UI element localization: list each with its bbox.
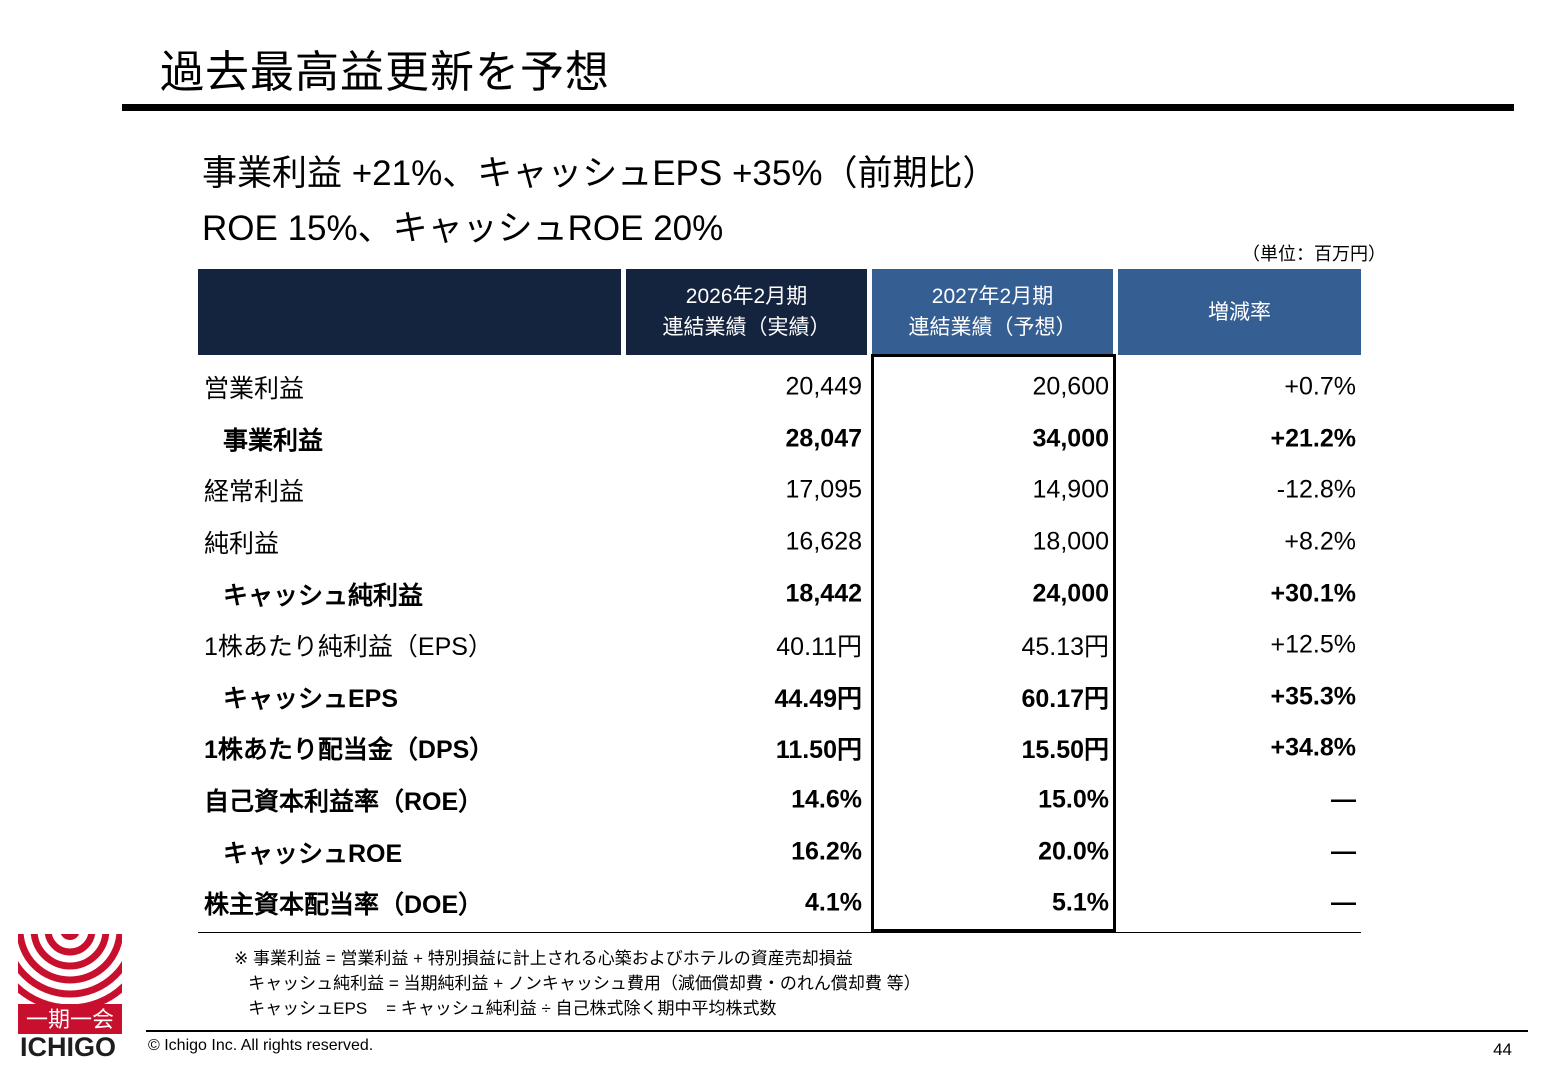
cell-change: +0.7%	[1284, 372, 1356, 401]
cell-fy2026: 11.50円	[775, 736, 862, 764]
cell-change: —	[1331, 888, 1356, 917]
table-row: 1株あたり純利益（EPS） 40.11円 45.13円 +12.5%	[198, 619, 1361, 671]
footnote-cash-eps: キャッシュEPS = キャッシュ純利益 ÷ 自己株式除く期中平均株式数	[234, 999, 777, 1018]
copyright: © Ichigo Inc. All rights reserved.	[148, 1037, 374, 1054]
cell-fy2026: 16,628	[785, 527, 862, 556]
table-header-change: 増減率	[1118, 269, 1361, 355]
cell-fy2026: 4.1%	[805, 888, 862, 917]
table-row: 純利益 16,628 18,000 +8.2%	[198, 516, 1361, 568]
cell-fy2026: 28,047	[785, 424, 862, 453]
cell-fy2026: 40.11円	[776, 633, 862, 661]
cell-fy2027: 24,000	[1032, 579, 1109, 608]
cell-fy2026: 44.49円	[774, 685, 862, 713]
row-label-net-income: 純利益	[204, 530, 280, 558]
cell-fy2027: 14,900	[1032, 475, 1109, 504]
header-fy2027-period: 2027年2月期	[931, 285, 1054, 308]
table-header-fy2026: 2026年2月期 連結業績（実績）	[626, 269, 867, 355]
cell-fy2027: 20,600	[1032, 372, 1109, 401]
footnote-business-profit: ※ 事業利益 = 営業利益 + 特別損益に計上される心築およびホテルの資産売却損…	[234, 949, 853, 968]
cell-fy2026: 17,095	[785, 475, 862, 504]
cell-change: +12.5%	[1270, 630, 1357, 659]
cell-fy2027: 20.0%	[1038, 837, 1109, 866]
cell-change: +21.2%	[1270, 424, 1357, 453]
cell-fy2027: 34,000	[1032, 424, 1109, 453]
headline-profit-eps: 事業利益 +21%、キャッシュEPS +35%（前期比）	[202, 154, 998, 193]
cell-fy2027: 60.17円	[1021, 685, 1109, 713]
cell-fy2027: 18,000	[1032, 527, 1109, 556]
cell-fy2026: 14.6%	[791, 785, 862, 814]
row-label-eps: 1株あたり純利益（EPS）	[204, 633, 493, 661]
table-header-blank	[198, 269, 621, 355]
row-label-doe: 株主資本配当率（DOE）	[204, 891, 484, 919]
row-label-cash-roe: キャッシュROE	[223, 840, 403, 868]
cell-fy2027: 5.1%	[1052, 888, 1109, 917]
cell-fy2027: 45.13円	[1021, 633, 1109, 661]
row-label-cash-net-income: キャッシュ純利益	[223, 582, 424, 610]
footnote-cash-net-income: キャッシュ純利益 = 当期純利益 + ノンキャッシュ費用（減価償却費・のれん償却…	[234, 974, 921, 993]
logo-kanji: 一期一会	[26, 1008, 114, 1033]
table-header-fy2027: 2027年2月期 連結業績（予想）	[872, 269, 1113, 355]
table-row: 営業利益 20,449 20,600 +0.7%	[198, 361, 1361, 413]
row-label-roe: 自己資本利益率（ROE）	[204, 788, 484, 816]
row-label-cash-eps: キャッシュEPS	[223, 685, 399, 713]
table-row: 株主資本配当率（DOE） 4.1% 5.1% —	[198, 877, 1361, 929]
footer-divider	[146, 1030, 1528, 1032]
footnotes: ※ 事業利益 = 営業利益 + 特別損益に計上される心築およびホテルの資産売却損…	[234, 946, 921, 1021]
logo-wordmark: ICHIGO	[20, 1032, 117, 1062]
table-row: 事業利益 28,047 34,000 +21.2%	[198, 413, 1361, 465]
table-bottom-rule	[198, 932, 1361, 933]
header-fy2026-period: 2026年2月期	[685, 285, 808, 308]
cell-fy2026: 16.2%	[791, 837, 862, 866]
table-row: 1株あたり配当金（DPS） 11.50円 15.50円 +34.8%	[198, 722, 1361, 774]
row-label-ordinary-profit: 経常利益	[204, 478, 305, 506]
table-row: キャッシュROE 16.2% 20.0% —	[198, 826, 1361, 878]
cell-change: —	[1331, 785, 1356, 814]
row-label-dps: 1株あたり配当金（DPS）	[204, 736, 495, 764]
header-fy2026-type: 連結業績（実績）	[662, 316, 831, 339]
cell-change: +35.3%	[1270, 682, 1357, 711]
table-row: キャッシュ純利益 18,442 24,000 +30.1%	[198, 568, 1361, 620]
cell-change: -12.8%	[1276, 475, 1356, 504]
cell-change: +30.1%	[1270, 579, 1357, 608]
cell-fy2027: 15.50円	[1021, 736, 1109, 764]
table-row: 自己資本利益率（ROE） 14.6% 15.0% —	[198, 774, 1361, 826]
cell-fy2027: 15.0%	[1038, 785, 1109, 814]
table-row: キャッシュEPS 44.49円 60.17円 +35.3%	[198, 671, 1361, 723]
cell-change: +8.2%	[1284, 527, 1356, 556]
page-title: 過去最高益更新を予想	[160, 48, 610, 97]
ichigo-logo-mark: 一期一会	[18, 934, 122, 1034]
row-label-business-profit: 事業利益	[223, 427, 324, 455]
ichigo-logo: 一期一会 ICHIGO	[18, 934, 122, 1074]
cell-fy2026: 20,449	[785, 372, 862, 401]
cell-change: +34.8%	[1270, 733, 1357, 762]
forecast-column-highlight	[871, 354, 1116, 932]
header-fy2027-type: 連結業績（予想）	[908, 316, 1077, 339]
title-divider	[122, 104, 1514, 111]
header-change-label: 増減率	[1208, 300, 1271, 324]
unit-note: （単位：百万円）	[1242, 244, 1386, 264]
row-label-operating-profit: 営業利益	[204, 375, 305, 403]
headline-roe: ROE 15%、キャッシュROE 20%	[202, 209, 724, 248]
page-number: 44	[1493, 1040, 1512, 1059]
cell-change: —	[1331, 837, 1356, 866]
cell-fy2026: 18,442	[785, 579, 862, 608]
table-row: 経常利益 17,095 14,900 -12.8%	[198, 464, 1361, 516]
